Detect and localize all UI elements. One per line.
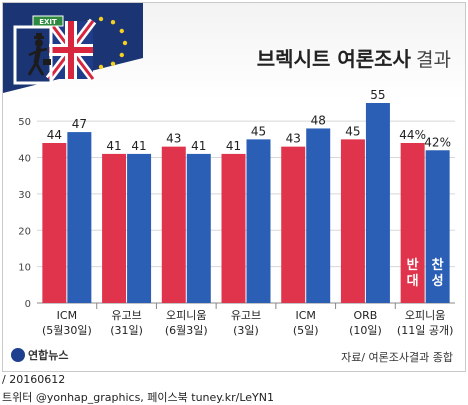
value-label: 44 [47,128,62,142]
y-tick-label: 0 [25,299,31,310]
eu-star [110,20,116,25]
value-label: 45 [251,124,266,138]
bar-against-0 [42,143,67,303]
title-suffix: 결과 [416,49,451,71]
bar-for-5 [365,103,390,303]
y-tick-label: 20 [18,226,31,237]
x-tick-label: ICM [57,309,77,322]
chart: EXIT 0 10 20 30 40 50 44 47 41 41 43 41 41 45 43 48 45 5… [3,3,455,337]
value-label: 47 [72,117,87,131]
brexit-illustration: EXIT [3,3,143,93]
exit-sign-icon: EXIT [32,15,64,27]
x-tick-sublabel: (6월3일) [165,323,208,337]
x-tick-sublabel: (3일) [233,323,259,337]
bar-against-4 [281,146,306,303]
x-tick-label: ICM [296,309,316,322]
bar-for-2 [186,153,211,303]
x-tick-label: ORB [353,309,377,322]
value-label: 41 [226,139,241,153]
x-tick-label: 유고브 [111,309,141,322]
bar-for-3 [246,139,271,303]
legend-for-char: 찬 [432,257,444,273]
bar-against-3 [221,153,246,303]
legend-against-char: 대 [407,274,419,289]
x-tick-sublabel: (10일) [349,323,382,337]
running-man-icon [27,33,51,76]
y-axis: 0 10 20 30 40 50 [18,117,31,310]
infographic-panel: EXIT 0 10 20 30 40 50 44 47 41 41 43 41 41 45 43 48 45 5… [2,2,466,372]
value-label: 48 [311,113,326,127]
door-frame-icon [13,25,53,85]
bar-for-0 [67,132,92,303]
bar-against-5 [340,139,365,303]
y-tick-label: 10 [18,263,31,274]
yonhap-logo-text: 연합뉴스 [28,349,69,362]
x-tick-sublabel: (5월30일) [42,323,92,337]
exit-sign-label: EXIT [39,18,57,26]
bar-for-6 [425,150,450,303]
yonhap-logo-icon [11,348,25,362]
value-label: 44% [399,128,426,142]
x-tick-label: 유고브 [231,309,261,322]
bar-for-4 [306,128,331,303]
value-label: 42% [424,135,451,149]
value-label: 41 [106,139,121,153]
y-tick-label: 30 [18,190,31,201]
x-axis: ICM(5월30일)유고브(31일)오피니움(6월3일)유고브(3일)ICM(5… [42,303,453,337]
x-tick-sublabel: (31일) [110,323,143,337]
eu-star [122,40,128,46]
value-labels: 44 47 41 41 43 41 41 45 43 48 45 55 44%42% [47,88,451,153]
legend-against-char: 반 [407,257,419,273]
value-label: 41 [131,139,146,153]
value-label: 43 [166,132,181,146]
bar-against-2 [161,146,186,303]
title-main: 브렉시트 여론조사 [256,47,411,71]
bars [42,103,450,303]
x-tick-sublabel: (11일 공개) [397,323,453,337]
yonhap-logo: 연합뉴스 [11,347,68,363]
bar-for-1 [127,153,152,303]
eu-star [119,52,124,58]
x-tick-label: 오피니움 [405,309,445,322]
value-label: 43 [286,132,301,146]
gridlines [37,120,455,304]
y-tick-label: 50 [18,117,31,128]
eu-star [119,28,124,34]
publish-date: / 20160612 [2,373,66,386]
value-label: 41 [191,139,206,153]
source-note: 자료/ 여론조사결과 종합 [341,351,453,364]
union-jack-icon [45,18,97,82]
x-tick-label: 오피니움 [166,309,206,322]
legend-for-char: 성 [432,274,444,289]
bar-against-1 [102,153,127,303]
eu-star [98,64,104,70]
chart-title: 브렉시트 여론조사 결과 [257,43,451,72]
y-tick-label: 40 [18,154,31,165]
eu-star [98,16,104,22]
x-tick-sublabel: (5일) [293,323,319,337]
value-label: 45 [345,124,360,138]
bar-against-6 [400,143,425,303]
eu-star [110,61,116,66]
value-label: 55 [370,88,385,102]
social-links: 트위터 @yonhap_graphics, 페이스북 tuney.kr/LeYN… [2,391,274,404]
